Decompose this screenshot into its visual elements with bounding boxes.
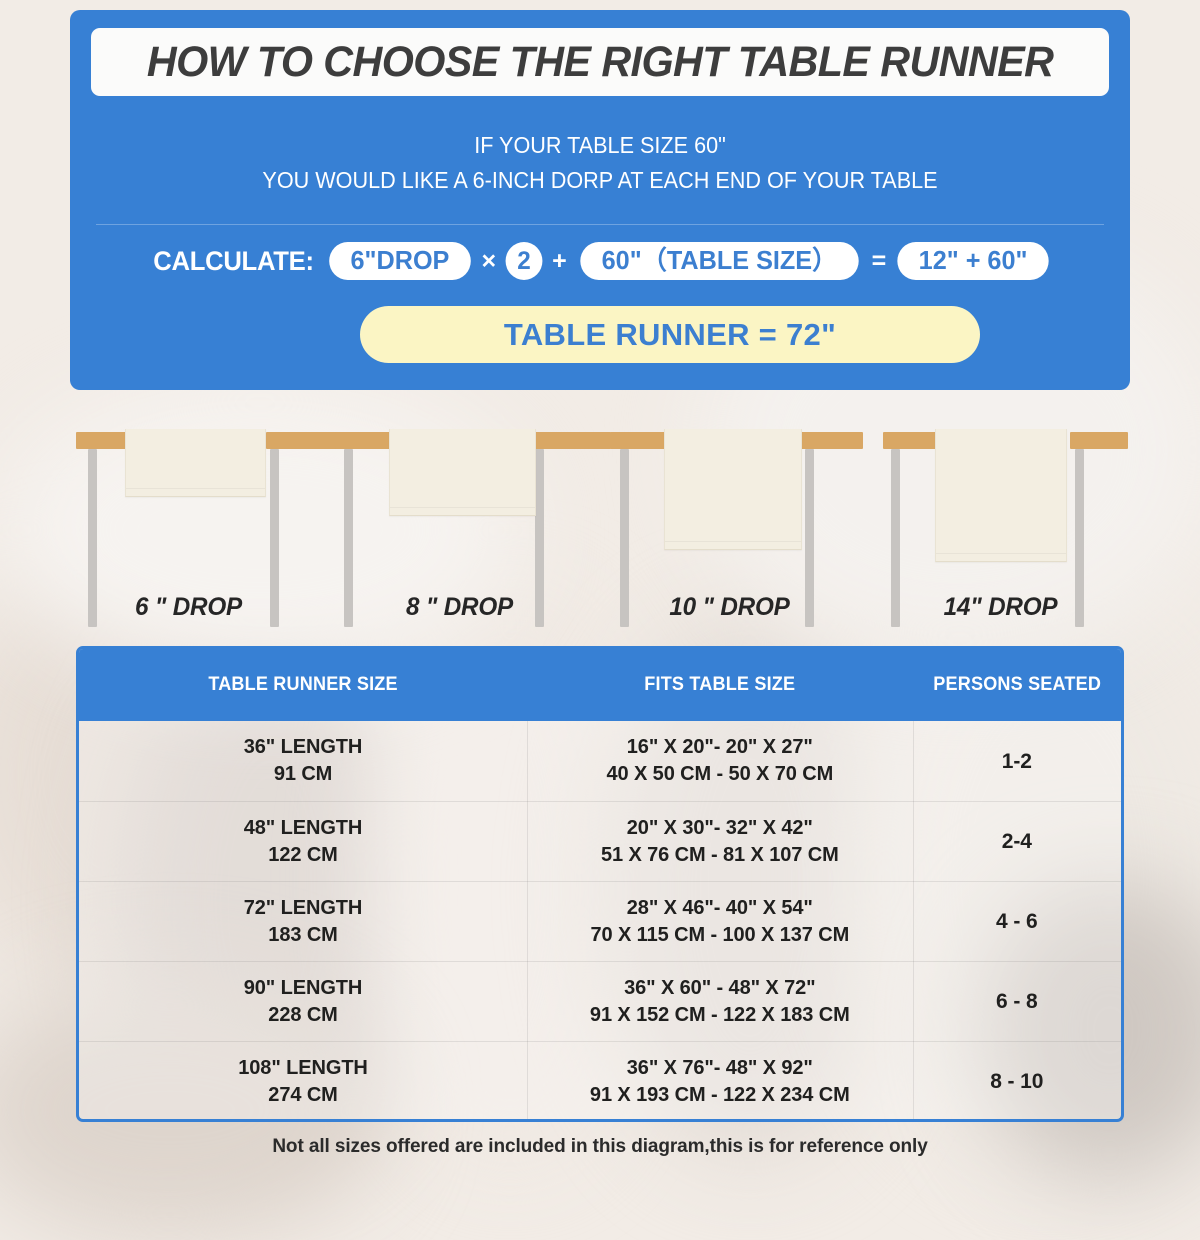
cell-fits-table-size: 16" X 20"- 20" X 27" 40 X 50 CM - 50 X 7… xyxy=(527,734,913,788)
fits-cm: 91 X 152 CM - 122 X 183 CM xyxy=(589,1003,850,1026)
runner-size-cm: 91 CM xyxy=(273,763,333,785)
fits-cm: 51 X 76 CM - 81 X 107 CM xyxy=(600,843,839,866)
size-chart-table: TABLE RUNNER SIZE FITS TABLE SIZE PERSON… xyxy=(76,646,1124,1122)
runner-size-inches: 90" LENGTH xyxy=(243,976,363,999)
equals-operator-icon: = xyxy=(871,246,887,275)
fits-cm: 40 X 50 CM - 50 X 70 CM xyxy=(606,763,834,785)
table-row: 108" LENGTH 274 CM 36" X 76"- 48" X 92" … xyxy=(79,1041,1121,1119)
cell-fits-table-size: 36" X 76"- 48" X 92" 91 X 193 CM - 122 X… xyxy=(527,1055,913,1109)
table-body: 36" LENGTH 91 CM 16" X 20"- 20" X 27" 40… xyxy=(79,721,1121,1119)
fits-inches: 20" X 30"- 32" X 42" xyxy=(626,816,813,839)
fits-inches: 16" X 20"- 20" X 27" xyxy=(626,736,813,758)
fits-cm: 91 X 193 CM - 122 X 234 CM xyxy=(589,1083,850,1106)
cell-runner-size: 90" LENGTH 228 CM xyxy=(79,975,527,1029)
infographic-page: HOW TO CHOOSE THE RIGHT TABLE RUNNER IF … xyxy=(70,10,1130,1157)
table-runner-icon xyxy=(935,429,1067,562)
tabletop-left-icon xyxy=(610,432,672,449)
sum-pill: 12" + 60" xyxy=(897,242,1050,280)
cell-persons-seated: 4 - 6 xyxy=(996,910,1038,933)
cell-runner-size: 36" LENGTH 91 CM xyxy=(79,734,527,788)
table-leg-left-icon xyxy=(344,449,353,627)
cell-persons-seated: 2-4 xyxy=(1001,830,1032,853)
hero-subtitle: IF YOUR TABLE SIZE 60" YOU WOULD LIKE A … xyxy=(102,128,1098,198)
table-row: 48" LENGTH 122 CM 20" X 30"- 32" X 42" 5… xyxy=(79,801,1121,881)
table-row: 72" LENGTH 183 CM 28" X 46"- 40" X 54" 7… xyxy=(79,881,1121,961)
tabletop-right-icon xyxy=(801,432,863,449)
cell-runner-size: 72" LENGTH 183 CM xyxy=(79,895,527,949)
table-row: 36" LENGTH 91 CM 16" X 20"- 20" X 27" 40… xyxy=(79,721,1121,801)
cell-fits-table-size: 36" X 60" - 48" X 72" 91 X 152 CM - 122 … xyxy=(527,975,913,1029)
hero-subtitle-line-1: IF YOUR TABLE SIZE 60" xyxy=(474,132,726,158)
multiply-operator-icon: × xyxy=(481,246,497,275)
runner-size-cm: 228 CM xyxy=(268,1003,338,1026)
tabletop-right-icon xyxy=(266,432,344,449)
table-leg-right-icon xyxy=(270,449,279,627)
runner-size-cm: 122 CM xyxy=(268,843,338,866)
cell-persons-seated: 6 - 8 xyxy=(996,990,1038,1013)
table-row: 90" LENGTH 228 CM 36" X 60" - 48" X 72" … xyxy=(79,961,1121,1041)
drop-illustration-10in: 10 " DROP xyxy=(600,415,865,640)
table-leg-right-icon xyxy=(805,449,814,627)
hero-panel: HOW TO CHOOSE THE RIGHT TABLE RUNNER IF … xyxy=(70,10,1130,390)
drop-value-pill: 6"DROP xyxy=(328,242,471,280)
fits-inches: 36" X 76"- 48" X 92" xyxy=(626,1056,813,1079)
fits-inches: 28" X 46"- 40" X 54" xyxy=(626,896,813,919)
table-size-pill: 60"（TABLE SIZE） xyxy=(579,242,859,280)
table-leg-left-icon xyxy=(88,449,97,627)
result-badge: TABLE RUNNER = 72" xyxy=(360,306,980,363)
cell-fits-table-size: 20" X 30"- 32" X 42" 51 X 76 CM - 81 X 1… xyxy=(527,815,913,869)
drop-illustration-6in: 6 " DROP xyxy=(70,415,344,640)
cell-persons-seated: 1-2 xyxy=(1001,749,1032,773)
column-divider xyxy=(527,721,529,1119)
column-header-persons-seated: PERSONS SEATED xyxy=(932,674,1101,695)
runner-size-inches: 72" LENGTH xyxy=(243,896,363,919)
fits-cm: 70 X 115 CM - 100 X 137 CM xyxy=(590,923,850,946)
table-runner-icon xyxy=(125,429,266,497)
calculation-row: CALCULATE: 6"DROP × 2 + 60"（TABLE SIZE） … xyxy=(70,242,1130,280)
drop-label: 14" DROP xyxy=(943,593,1058,621)
runner-size-cm: 183 CM xyxy=(268,923,338,946)
cell-runner-size: 108" LENGTH 274 CM xyxy=(79,1055,527,1109)
runner-size-inches: 36" LENGTH xyxy=(243,736,363,758)
table-leg-right-icon xyxy=(535,449,544,627)
page-title: HOW TO CHOOSE THE RIGHT TABLE RUNNER xyxy=(146,37,1054,86)
fits-inches: 36" X 60" - 48" X 72" xyxy=(624,976,816,999)
runner-size-inches: 48" LENGTH xyxy=(243,816,363,839)
hero-divider xyxy=(96,224,1104,225)
footer-disclaimer: Not all sizes offered are included in th… xyxy=(272,1136,928,1157)
table-header-row: TABLE RUNNER SIZE FITS TABLE SIZE PERSON… xyxy=(79,649,1121,721)
tabletop-right-icon xyxy=(1070,432,1128,449)
hero-subtitle-line-2: YOU WOULD LIKE A 6-INCH DORP AT EACH END… xyxy=(262,167,938,193)
column-header-fits-table-size: FITS TABLE SIZE xyxy=(644,674,796,695)
cell-fits-table-size: 28" X 46"- 40" X 54" 70 X 115 CM - 100 X… xyxy=(527,895,913,949)
runner-size-inches: 108" LENGTH xyxy=(238,1056,368,1079)
cell-persons-seated: 8 - 10 xyxy=(990,1070,1044,1093)
runner-size-cm: 274 CM xyxy=(268,1083,338,1106)
drop-label: 8 " DROP xyxy=(406,593,513,621)
drop-label: 10 " DROP xyxy=(669,593,790,621)
title-plate: HOW TO CHOOSE THE RIGHT TABLE RUNNER xyxy=(91,28,1109,96)
drop-illustrations: 6 " DROP 8 " DROP 10 " DROP 14" DROP xyxy=(70,415,1130,640)
table-runner-icon xyxy=(389,429,536,516)
plus-operator-icon: + xyxy=(552,246,567,275)
table-leg-left-icon xyxy=(891,449,900,627)
tabletop-left-icon xyxy=(883,432,941,449)
column-header-runner-size: TABLE RUNNER SIZE xyxy=(208,674,398,695)
drop-illustration-8in: 8 " DROP xyxy=(335,415,611,640)
table-leg-right-icon xyxy=(1075,449,1084,627)
table-leg-left-icon xyxy=(620,449,629,627)
calculate-label: CALCULATE: xyxy=(152,245,314,276)
drop-illustration-14in: 14" DROP xyxy=(865,415,1130,640)
tabletop-right-icon xyxy=(531,432,611,449)
column-divider xyxy=(912,721,914,1119)
multiplier-pill: 2 xyxy=(505,242,543,280)
cell-runner-size: 48" LENGTH 122 CM xyxy=(79,815,527,869)
table-runner-icon xyxy=(664,429,802,550)
drop-label: 6 " DROP xyxy=(135,593,242,621)
